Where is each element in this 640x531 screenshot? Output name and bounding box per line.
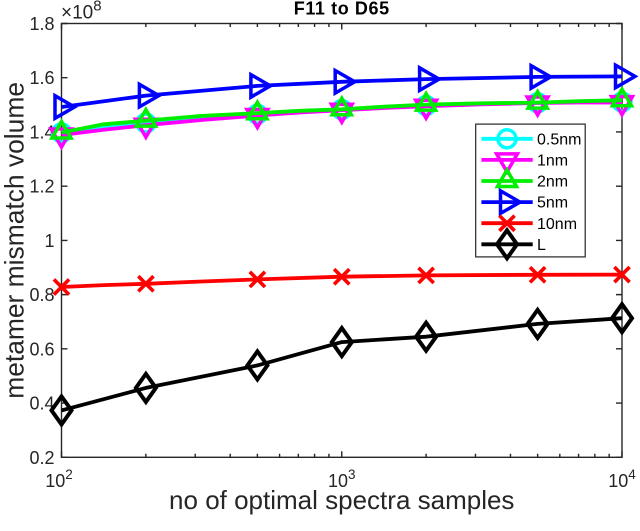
svg-text:1.8: 1.8: [29, 14, 54, 34]
svg-text:F11 to D65: F11 to D65: [294, 0, 390, 19]
svg-text:10nm: 10nm: [537, 216, 577, 233]
svg-text:104: 104: [608, 467, 636, 491]
svg-text:L: L: [537, 237, 546, 254]
svg-text:0.2: 0.2: [29, 448, 54, 468]
svg-text:1.6: 1.6: [29, 68, 54, 88]
svg-text:1.2: 1.2: [29, 177, 54, 197]
svg-text:0.5nm: 0.5nm: [537, 131, 581, 148]
svg-text:2nm: 2nm: [537, 174, 568, 191]
svg-text:0.6: 0.6: [29, 339, 54, 359]
svg-text:×108: ×108: [61, 0, 102, 24]
svg-text:1: 1: [44, 231, 54, 251]
svg-text:0.4: 0.4: [29, 394, 54, 414]
svg-text:metamer mismatch volume: metamer mismatch volume: [0, 82, 30, 399]
svg-text:1nm: 1nm: [537, 153, 568, 170]
svg-text:no of optimal spectra samples: no of optimal spectra samples: [169, 485, 514, 515]
svg-text:5nm: 5nm: [537, 195, 568, 212]
svg-text:0.8: 0.8: [29, 285, 54, 305]
